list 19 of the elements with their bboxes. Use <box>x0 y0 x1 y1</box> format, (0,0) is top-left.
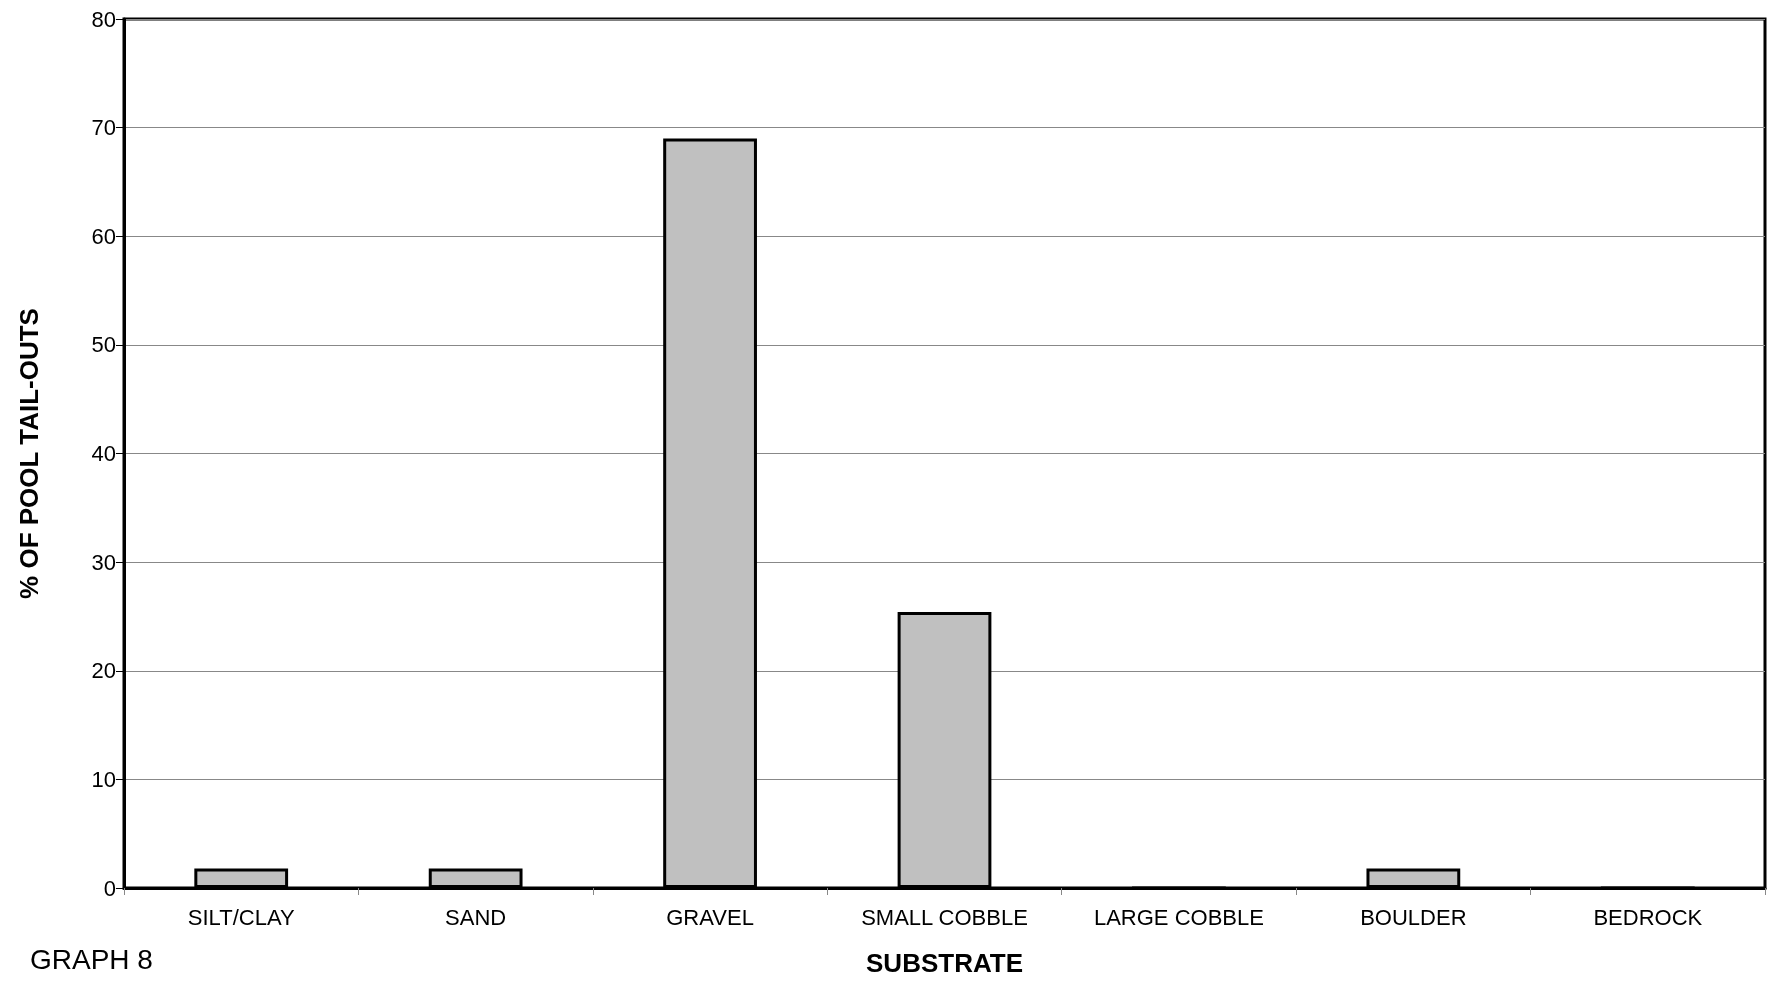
x-tick-label: GRAVEL <box>666 904 754 930</box>
y-tick-label: 40 <box>91 441 116 466</box>
y-tick-label: 10 <box>91 766 116 792</box>
y-tick-label: 0 <box>103 875 116 901</box>
x-tick-label: SAND <box>445 904 507 930</box>
y-axis-title: % OF POOL TAIL-OUTS <box>14 308 44 599</box>
y-tick-label: 80 <box>91 6 116 32</box>
x-axis-title: SUBSTRATE <box>866 948 1023 978</box>
y-tick-label: 20 <box>91 658 116 684</box>
x-tick-label: BOULDER <box>1360 904 1467 930</box>
x-tick-label: BEDROCK <box>1593 904 1703 930</box>
x-tick-label: SILT/CLAY <box>187 904 295 930</box>
x-tick-label: LARGE COBBLE <box>1093 904 1264 930</box>
x-tick-label: SMALL COBBLE <box>861 904 1028 930</box>
y-tick-label: 30 <box>91 549 116 575</box>
y-tick-label: 70 <box>91 115 116 141</box>
caption: GRAPH 8 <box>30 943 153 975</box>
y-tick-label: 50 <box>91 332 116 358</box>
y-tick-label: 60 <box>91 223 116 249</box>
